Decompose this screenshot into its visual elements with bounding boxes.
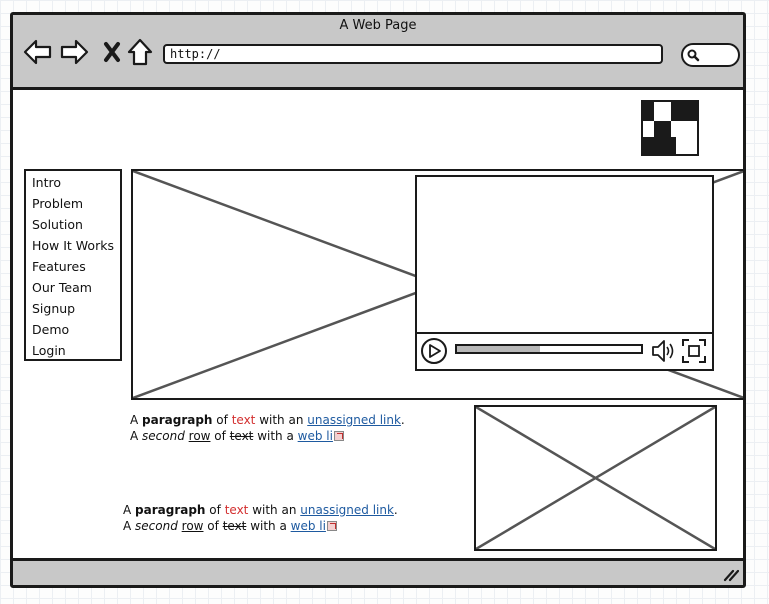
sidebar-item-intro[interactable]: Intro [32, 175, 62, 190]
sidebar-item-demo[interactable]: Demo [32, 322, 70, 337]
sidebar-nav: Intro Problem Solution How It Works Feat… [24, 169, 122, 361]
browser-toolbar: A Web Page http:// [13, 15, 743, 90]
forward-arrow-icon[interactable] [59, 37, 89, 67]
paragraph-1-line-2: A second row of text with a web li [130, 428, 405, 444]
web-link[interactable]: web li [290, 519, 326, 533]
sidebar-item-features[interactable]: Features [32, 259, 86, 274]
sidebar-item-login[interactable]: Login [32, 343, 66, 358]
italic-text: second [135, 519, 178, 533]
strikethrough-text: text [222, 519, 247, 533]
text-segment: A [130, 413, 143, 427]
text-segment: . [393, 503, 398, 517]
red-text: text [231, 413, 256, 427]
web-link[interactable]: web li [297, 429, 333, 443]
text-segment: of [210, 429, 230, 443]
video-player [415, 175, 714, 371]
back-arrow-icon[interactable] [23, 37, 53, 67]
sidebar-item-our-team[interactable]: Our Team [32, 280, 92, 295]
video-controls [417, 332, 712, 369]
paragraph-2: A paragraph of text with an unassigned l… [123, 502, 398, 534]
paragraph-1: A paragraph of text with an unassigned l… [130, 412, 405, 444]
text-segment: of [203, 519, 223, 533]
text-segment: with an [248, 503, 301, 517]
italic-text: second [142, 429, 185, 443]
paragraph-2-line-2: A second row of text with a web li [123, 518, 398, 534]
video-progress-fill [457, 346, 540, 352]
paragraph-1-line-1: A paragraph of text with an unassigned l… [130, 412, 405, 428]
paragraph-2-line-1: A paragraph of text with an unassigned l… [123, 502, 398, 518]
external-link-icon[interactable] [333, 431, 344, 441]
video-progress-bar[interactable] [455, 344, 643, 354]
unassigned-link[interactable]: unassigned link [300, 503, 394, 517]
search-input[interactable] [681, 43, 740, 67]
red-text: text [224, 503, 249, 517]
text-segment: . [400, 413, 405, 427]
status-bar [13, 558, 743, 585]
unassigned-link[interactable]: unassigned link [307, 413, 401, 427]
window-title: A Web Page [339, 18, 417, 33]
text-segment: A [123, 519, 136, 533]
underlined-text: row [181, 519, 204, 533]
external-link-icon[interactable] [326, 521, 337, 531]
underlined-text: row [188, 429, 211, 443]
play-button[interactable] [421, 338, 447, 364]
text-segment: of [212, 413, 232, 427]
volume-icon[interactable] [651, 338, 677, 364]
sidebar-item-problem[interactable]: Problem [32, 196, 84, 211]
home-icon[interactable] [125, 37, 155, 67]
image-placeholder-x-icon [476, 407, 715, 549]
text-segment: of [205, 503, 225, 517]
sidebar-item-signup[interactable]: Signup [32, 301, 76, 316]
text-segment: A [123, 503, 136, 517]
fullscreen-icon[interactable] [681, 338, 707, 364]
play-icon [429, 344, 441, 358]
resize-grip-icon[interactable] [723, 568, 739, 582]
text-segment: with a [253, 429, 298, 443]
browser-window: A Web Page http:// Intro Problem [10, 12, 746, 588]
text-segment: A [130, 429, 143, 443]
text-segment: with an [255, 413, 308, 427]
strikethrough-text: text [229, 429, 254, 443]
image-placeholder [474, 405, 717, 551]
url-input[interactable]: http:// [163, 44, 663, 64]
close-x-icon[interactable] [97, 37, 127, 67]
bold-text: paragraph [142, 413, 213, 427]
bold-text: paragraph [135, 503, 206, 517]
text-segment: with a [246, 519, 291, 533]
search-icon [687, 49, 700, 62]
sidebar-item-solution[interactable]: Solution [32, 217, 83, 232]
logo-checker-icon [641, 100, 699, 156]
sidebar-item-how-it-works[interactable]: How It Works [32, 238, 114, 253]
